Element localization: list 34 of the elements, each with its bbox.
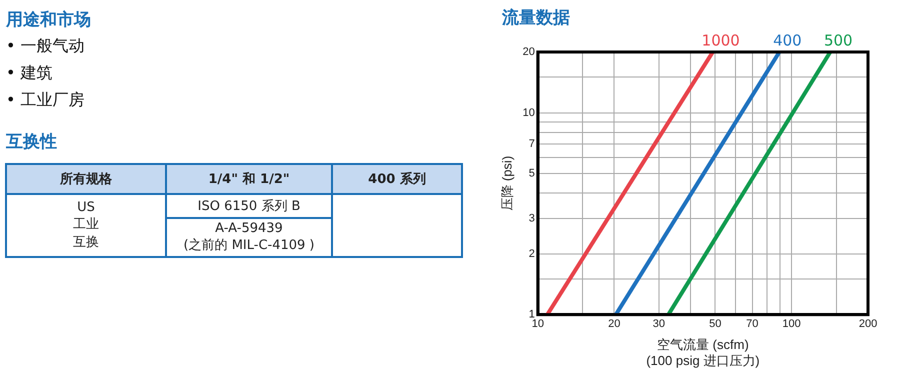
- text: • 一般气动: [6, 36, 85, 57]
- series-label: 1000: [702, 31, 740, 50]
- y-tick-label: 2: [528, 248, 535, 260]
- text: • 建筑: [6, 63, 53, 84]
- y-tick-label: 3: [528, 212, 535, 224]
- text: 所有规格: [6, 164, 166, 194]
- x-tick-label: 20: [608, 318, 620, 330]
- chart-title: 流量数据: [502, 7, 570, 29]
- text: ISO 6150 系列 B: [166, 194, 332, 218]
- text: • 工业厂房: [6, 90, 85, 111]
- series-label: 500: [824, 31, 853, 50]
- text: 1/4" 和 1/2": [166, 164, 332, 194]
- text: 互换: [72, 234, 100, 251]
- x-tick-label: 70: [746, 318, 758, 330]
- x-axis-title: 空气流量 (scfm): [657, 337, 749, 352]
- x-tick-label: 30: [652, 318, 666, 330]
- y-tick-label: 7: [528, 138, 535, 150]
- y-tick-label: 5: [528, 168, 535, 180]
- text: 400 系列: [332, 164, 462, 194]
- text: 互换性: [6, 131, 57, 153]
- series-label: 400: [773, 31, 802, 50]
- y-tick-label: 10: [522, 106, 535, 119]
- text: 用途和市场: [6, 9, 91, 31]
- x-tick-label: 100: [782, 318, 801, 330]
- text: A-A-59439: [214, 221, 284, 236]
- x-tick-label: 200: [858, 318, 878, 330]
- y-axis-title: 压降 (psi): [499, 156, 514, 211]
- text: 工业: [72, 216, 100, 233]
- text: US: [76, 200, 96, 215]
- y-tick-label: 20: [522, 46, 535, 58]
- text: (100 psig 进口压力): [646, 352, 760, 368]
- y-tick-label: 1: [528, 308, 535, 321]
- x-tick-label: 50: [709, 318, 722, 330]
- text: (之前的 MIL-C-4109 ): [182, 237, 316, 254]
